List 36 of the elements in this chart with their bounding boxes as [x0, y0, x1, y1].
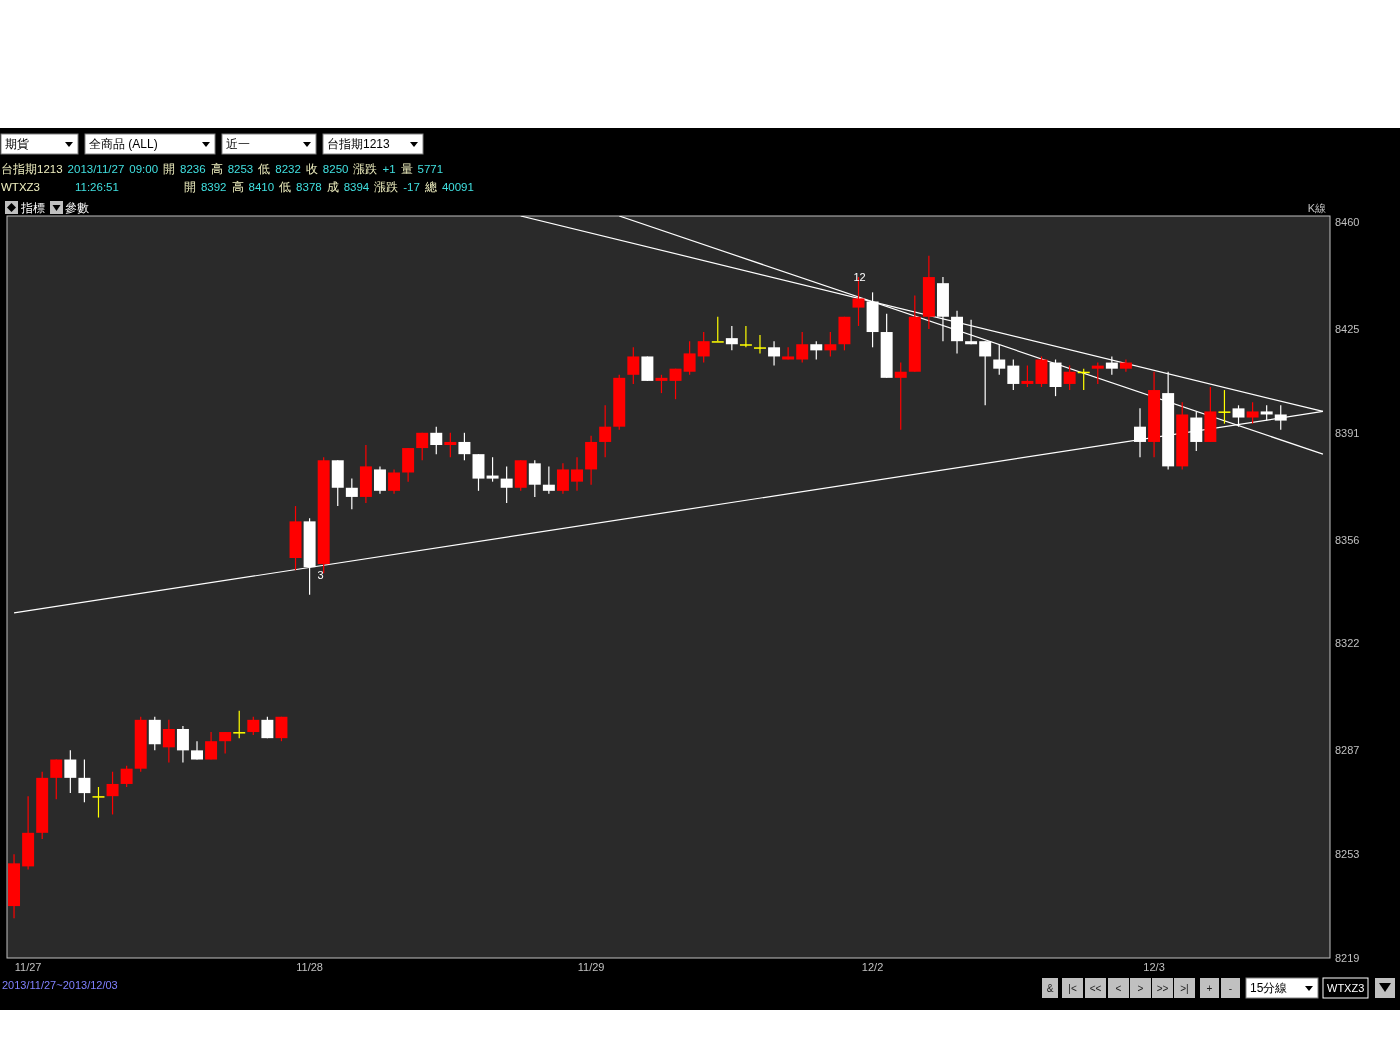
- y-tick-label: 8356: [1335, 533, 1360, 546]
- text: 近一: [226, 137, 250, 151]
- text: 2013/11/27~2013/12/03: [2, 979, 118, 991]
- text: K線: [1307, 202, 1326, 214]
- y-tick-label: 8219: [1335, 952, 1360, 964]
- text: +: [1206, 983, 1213, 994]
- text: -: [1228, 983, 1233, 994]
- text: <<: [1089, 983, 1102, 994]
- text: 期貨: [5, 137, 29, 151]
- x-tick-label: 11/28: [296, 961, 323, 973]
- text: WTXZ3: [1327, 982, 1365, 994]
- text: WTXZ3 11:26:51 開 8392 高 8410 低 8378 成 8394 漲跌 -17 總 40091: [1, 181, 474, 193]
- x-tick-label: 12/2: [861, 961, 884, 973]
- text: 參數: [65, 201, 89, 215]
- y-tick-label: 8253: [1335, 848, 1360, 861]
- text: >|: [1180, 983, 1189, 994]
- x-tick-label: 11/29: [577, 961, 605, 973]
- y-tick-label: 8287: [1335, 744, 1360, 757]
- x-tick-label: 11/27: [14, 961, 42, 973]
- annotation: 3: [317, 569, 324, 582]
- text: <: [1115, 983, 1122, 994]
- y-tick-label: 8391: [1335, 426, 1360, 439]
- text: 台指期1213: [327, 137, 391, 151]
- annotation: 12: [853, 271, 866, 284]
- text: 指標: [20, 201, 45, 215]
- text: 台指期1213 2013/11/27 09:00 開 8236 高 8253 低 8232 收 8250 漲跌 +1 量 5771: [1, 163, 444, 175]
- text: >: [1137, 983, 1144, 994]
- y-tick-label: 8460: [1335, 216, 1360, 229]
- y-tick-label: 8425: [1335, 322, 1360, 335]
- y-tick-label: 8322: [1335, 637, 1360, 650]
- x-tick-label: 12/3: [1143, 961, 1165, 973]
- text: 15分線: [1250, 981, 1288, 995]
- text: |<: [1068, 983, 1077, 994]
- text: 全商品 (ALL): [89, 137, 158, 151]
- text: >>: [1156, 983, 1169, 994]
- text: &: [1046, 983, 1054, 994]
